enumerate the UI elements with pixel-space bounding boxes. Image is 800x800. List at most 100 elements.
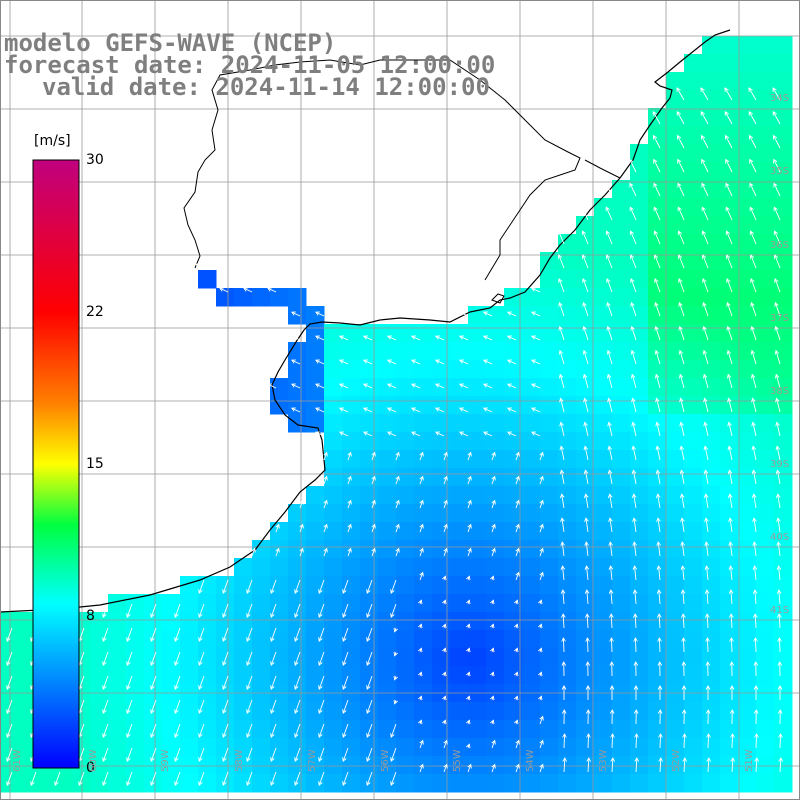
wind-arrow — [530, 335, 541, 341]
wind-speed-cell — [774, 720, 793, 739]
lat-label: 34S — [770, 93, 790, 104]
wind-speed-cell — [540, 774, 559, 793]
wind-arrow — [634, 733, 639, 749]
coastline — [0, 29, 731, 613]
wind-speed-cell — [270, 288, 289, 307]
wind-speed-cell — [162, 774, 181, 793]
wind-speed-cell — [198, 270, 217, 289]
wind-arrow — [775, 397, 781, 413]
wind-speed-cell — [738, 288, 757, 307]
wind-arrow — [371, 523, 376, 533]
wind-arrow — [775, 445, 781, 461]
wind-speed-cell — [126, 738, 145, 757]
wind-speed-cell — [756, 36, 775, 55]
wind-arrow — [607, 445, 613, 461]
wind-arrow — [338, 359, 349, 365]
wind-speed-cell — [666, 522, 685, 541]
wind-speed-cell — [774, 630, 793, 649]
wind-arrow — [701, 182, 709, 197]
wind-arrow — [318, 723, 325, 739]
wind-arrow — [657, 613, 662, 629]
wind-speed-cell — [702, 540, 721, 559]
wind-speed-cell — [144, 594, 163, 613]
wind-speed-cell — [270, 396, 289, 415]
wind-arrow — [750, 373, 757, 389]
wind-arrow — [557, 230, 565, 245]
wind-arrow — [776, 517, 781, 533]
wind-arrow — [652, 134, 661, 149]
lon-label: 53W — [598, 749, 609, 772]
wind-speed-cell — [738, 594, 757, 613]
wind-speed-cell — [306, 378, 325, 397]
wind-speed-cell — [468, 450, 487, 469]
wind-speed-cell — [612, 396, 631, 415]
wind-arrow — [466, 623, 471, 629]
wind-speed-cell — [306, 486, 325, 505]
wind-arrow — [266, 383, 277, 389]
wind-speed-cell — [432, 468, 451, 487]
wind-speed-cell — [756, 144, 775, 163]
wind-speed-cell — [666, 612, 685, 631]
wind-arrow — [558, 301, 565, 317]
wind-speed-cell — [702, 702, 721, 721]
wind-speed-cell — [738, 36, 757, 55]
wind-speed-cell — [486, 450, 505, 469]
wind-speed-cell — [432, 558, 451, 577]
wind-speed-cell — [468, 342, 487, 361]
wind-speed-cell — [108, 612, 127, 631]
wind-arrow — [706, 757, 711, 773]
wind-speed-cell — [756, 378, 775, 397]
wind-speed-cell — [414, 594, 433, 613]
wind-arrow — [150, 747, 157, 763]
wind-arrow — [338, 383, 349, 389]
wind-arrow — [6, 675, 13, 691]
wind-speed-cell — [540, 594, 559, 613]
wind-speed-cell — [756, 126, 775, 145]
wind-arrow — [560, 565, 566, 581]
wind-arrow — [558, 373, 565, 389]
lat-label: 41S — [770, 605, 790, 616]
wind-speed-cell — [360, 666, 379, 685]
wind-speed-cell — [540, 378, 559, 397]
wind-speed-cell — [558, 504, 577, 523]
wind-speed-cell — [648, 738, 667, 757]
wind-arrow — [559, 421, 565, 437]
wind-speed-cell — [630, 216, 649, 235]
wind-arrow — [198, 723, 205, 739]
wind-speed-cell — [720, 720, 739, 739]
wind-speed-cell — [270, 576, 289, 595]
wind-arrow — [222, 723, 229, 739]
wind-arrow — [294, 747, 301, 763]
wind-speed-cell — [558, 252, 577, 271]
wind-arrow — [246, 747, 253, 763]
wind-arrow — [585, 637, 590, 653]
wind-speed-cell — [630, 306, 649, 325]
wind-arrow — [246, 675, 253, 691]
wind-arrow — [347, 547, 352, 557]
wind-speed-cell — [720, 432, 739, 451]
wind-speed-cell — [666, 504, 685, 523]
wind-arrow — [323, 499, 328, 509]
wind-speed-cell — [288, 720, 307, 739]
wind-speed-cell — [54, 774, 73, 793]
wind-arrow — [390, 603, 397, 619]
wind-speed-cell — [450, 522, 469, 541]
wind-arrow — [419, 763, 424, 773]
wind-arrow — [539, 451, 544, 461]
wind-speed-cell — [558, 432, 577, 451]
wind-speed-cell — [360, 594, 379, 613]
wind-arrow — [727, 445, 733, 461]
wind-arrow — [725, 230, 733, 245]
wind-speed-cell — [738, 360, 757, 379]
wind-speed-cell — [486, 648, 505, 667]
wind-speed-cell — [270, 756, 289, 775]
wind-speed-cell — [684, 468, 703, 487]
wind-arrow — [467, 475, 472, 485]
wind-arrow — [705, 613, 710, 629]
wind-speed-cell — [504, 558, 523, 577]
wind-arrow — [775, 421, 781, 437]
wind-speed-cell — [612, 252, 631, 271]
wind-speed-cell — [378, 360, 397, 379]
wind-speed-cell — [432, 378, 451, 397]
wind-speed-cell — [630, 270, 649, 289]
